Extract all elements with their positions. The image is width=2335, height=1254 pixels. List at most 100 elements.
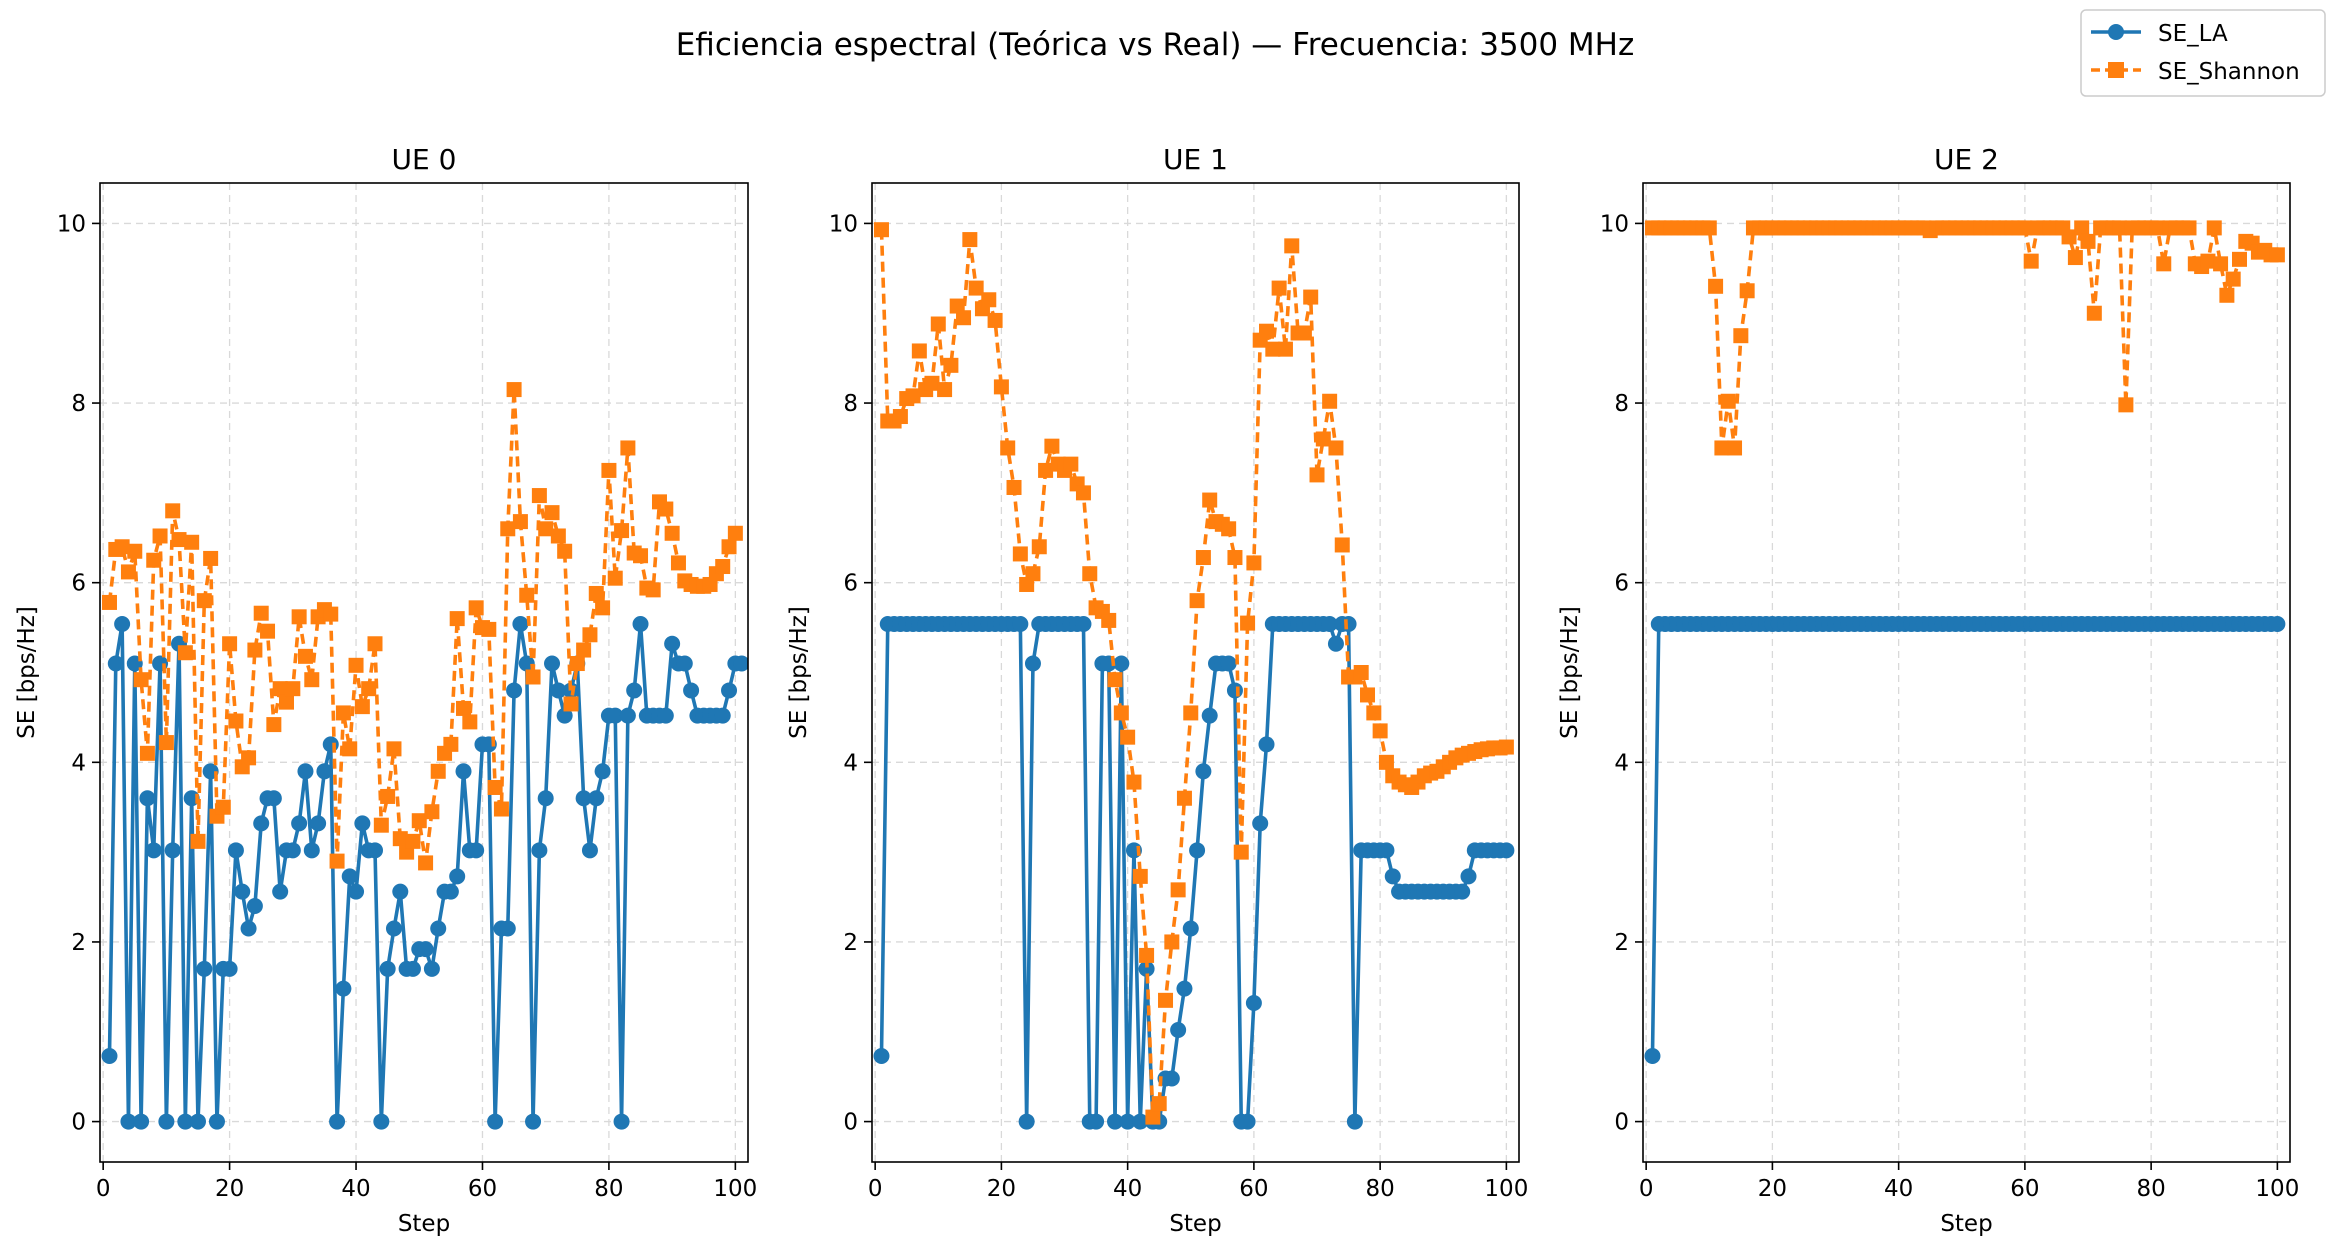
point-se-shannon bbox=[241, 750, 257, 766]
axes-frame bbox=[99, 182, 749, 1163]
point-se-shannon bbox=[1107, 672, 1123, 688]
point-se-la bbox=[626, 682, 643, 699]
point-se-shannon bbox=[595, 600, 611, 616]
point-se-la bbox=[354, 815, 371, 832]
point-se-la bbox=[449, 868, 466, 885]
point-se-shannon bbox=[715, 559, 731, 575]
point-se-la bbox=[297, 763, 314, 780]
point-se-la bbox=[316, 763, 333, 780]
series-se-la bbox=[1644, 616, 2286, 1065]
point-se-shannon bbox=[620, 440, 636, 456]
subplot-title: UE 0 bbox=[392, 143, 457, 176]
point-se-shannon bbox=[481, 621, 497, 637]
point-se-shannon bbox=[1158, 992, 1174, 1008]
point-se-shannon bbox=[1259, 323, 1275, 339]
x-tick-label: 40 bbox=[1113, 1176, 1142, 1202]
x-tick-label: 60 bbox=[2010, 1176, 2039, 1202]
point-se-la bbox=[1132, 1113, 1149, 1130]
y-tick-label: 0 bbox=[1614, 1110, 1629, 1136]
point-se-la bbox=[303, 842, 320, 859]
point-se-shannon bbox=[987, 312, 1003, 328]
point-se-shannon bbox=[1246, 555, 1262, 571]
y-tick-label: 4 bbox=[1614, 750, 1629, 776]
point-se-la bbox=[189, 1113, 206, 1130]
point-se-shannon bbox=[2023, 253, 2039, 269]
point-se-shannon bbox=[633, 548, 649, 564]
point-se-la bbox=[1644, 1048, 1661, 1065]
point-se-la bbox=[1220, 655, 1237, 672]
point-se-shannon bbox=[892, 409, 908, 425]
x-tick-label: 40 bbox=[341, 1176, 370, 1202]
point-se-shannon bbox=[443, 736, 459, 752]
point-se-shannon bbox=[1240, 615, 1256, 631]
y-tick-label: 6 bbox=[71, 571, 86, 597]
point-se-shannon bbox=[1328, 440, 1344, 456]
point-se-shannon bbox=[133, 672, 149, 688]
point-se-la bbox=[499, 920, 516, 937]
point-se-shannon bbox=[949, 298, 965, 314]
x-axis-label: Step bbox=[1169, 1211, 1221, 1237]
point-se-shannon bbox=[544, 505, 560, 521]
point-se-shannon bbox=[512, 514, 528, 530]
point-se-shannon bbox=[1044, 438, 1060, 454]
point-se-la bbox=[588, 790, 605, 807]
y-tick-label: 10 bbox=[1600, 211, 1629, 237]
point-se-shannon bbox=[1309, 467, 1325, 483]
point-se-la bbox=[329, 1113, 346, 1130]
point-se-shannon bbox=[1366, 705, 1382, 721]
subplot-ue-2: 0 20 40 60 80 100 0 2 4 6 8 10 UE 2 Step SE [bps/Hz] bbox=[1557, 143, 2299, 1237]
point-se-la bbox=[164, 842, 181, 859]
point-se-shannon bbox=[956, 310, 972, 326]
point-se-shannon bbox=[2149, 220, 2165, 236]
y-tick-label: 4 bbox=[843, 750, 858, 776]
axes-frame bbox=[871, 182, 1520, 1163]
point-se-shannon bbox=[323, 606, 339, 622]
point-se-la bbox=[721, 682, 738, 699]
point-se-la bbox=[284, 842, 301, 859]
point-se-la bbox=[632, 616, 649, 632]
point-se-shannon bbox=[361, 681, 377, 697]
y-tick-label: 6 bbox=[843, 571, 858, 597]
point-se-shannon bbox=[2181, 220, 2197, 236]
point-se-shannon bbox=[373, 817, 389, 833]
point-se-shannon bbox=[462, 714, 478, 730]
point-se-shannon bbox=[1714, 440, 1730, 456]
point-se-shannon bbox=[1132, 868, 1148, 884]
point-se-shannon bbox=[1284, 238, 1300, 254]
point-se-shannon bbox=[127, 543, 143, 559]
point-se-la bbox=[607, 707, 624, 724]
point-se-la bbox=[1176, 980, 1193, 997]
point-se-la bbox=[373, 1113, 390, 1130]
point-se-la bbox=[1340, 616, 1357, 632]
point-se-shannon bbox=[1151, 1096, 1167, 1112]
legend-label-se-shannon: SE_Shannon bbox=[2158, 59, 2300, 85]
point-se-shannon bbox=[114, 539, 130, 555]
point-se-shannon bbox=[1378, 754, 1394, 770]
point-se-shannon bbox=[937, 382, 953, 398]
point-se-la bbox=[594, 763, 611, 780]
y-tick-label: 8 bbox=[843, 391, 858, 417]
legend: SE_LA SE_Shannon bbox=[2080, 9, 2326, 97]
y-axis-label: SE [bps/Hz] bbox=[786, 606, 812, 739]
point-se-shannon bbox=[190, 833, 206, 849]
point-se-la bbox=[619, 707, 636, 724]
point-se-shannon bbox=[981, 292, 997, 308]
point-se-la bbox=[468, 842, 485, 859]
point-se-shannon bbox=[139, 745, 155, 761]
point-se-shannon bbox=[101, 594, 117, 610]
point-se-shannon bbox=[1498, 739, 1514, 755]
y-tick-label: 2 bbox=[1614, 930, 1629, 956]
point-se-shannon bbox=[1176, 790, 1192, 806]
point-se-la bbox=[556, 707, 573, 724]
point-se-shannon bbox=[500, 521, 516, 537]
point-se-la bbox=[1119, 1113, 1136, 1130]
point-se-shannon bbox=[1145, 1109, 1161, 1125]
point-se-la bbox=[506, 682, 523, 699]
point-se-la bbox=[348, 883, 365, 900]
y-tick-label: 8 bbox=[1614, 391, 1629, 417]
point-se-shannon bbox=[1733, 328, 1749, 344]
point-se-shannon bbox=[588, 585, 604, 601]
point-se-shannon bbox=[2225, 271, 2241, 287]
point-se-shannon bbox=[329, 853, 345, 869]
series-se-shannon bbox=[873, 222, 1514, 1125]
